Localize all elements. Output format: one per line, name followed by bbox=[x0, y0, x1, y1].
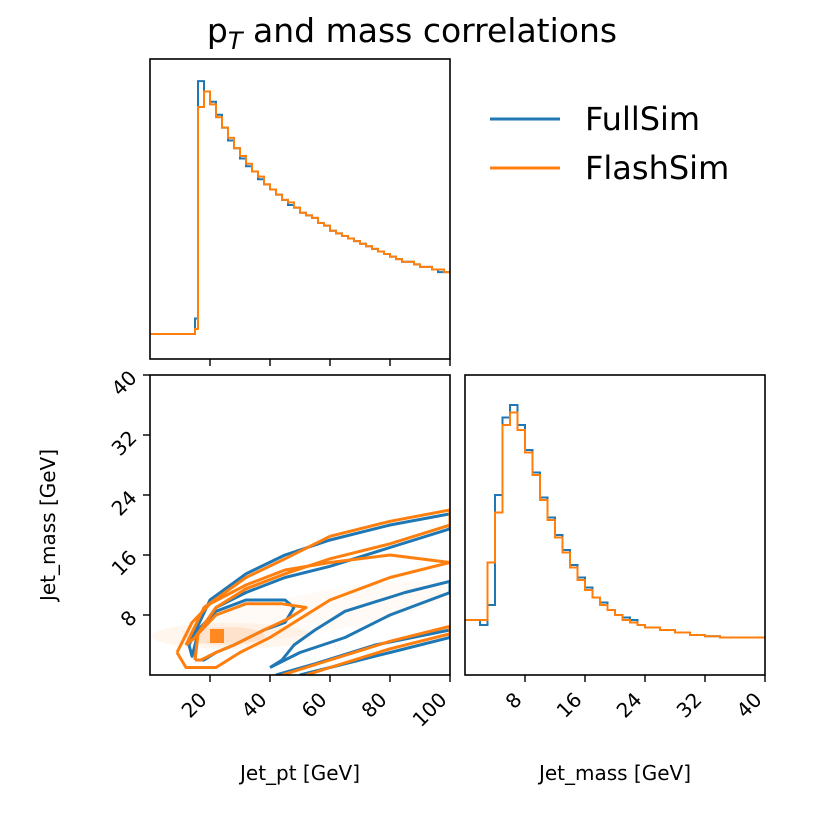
title-subscript: T bbox=[228, 27, 245, 55]
mass-marginal-panel: 8 16 24 32 40 Jet_mass [GeV] bbox=[464, 374, 767, 785]
legend: FullSim FlashSim bbox=[490, 100, 729, 187]
pt-marginal-panel bbox=[149, 58, 451, 366]
mass-xtick-label: 8 bbox=[501, 688, 527, 714]
contour-ytick-label: 16 bbox=[107, 546, 142, 581]
mass-panel-frame bbox=[464, 374, 766, 676]
density-peak bbox=[210, 629, 224, 643]
x-axis-label-pt: Jet_pt [GeV] bbox=[238, 761, 360, 785]
contour-panel-frame bbox=[149, 374, 451, 676]
pt-panel-frame bbox=[149, 58, 451, 360]
pt-panel-ticks bbox=[209, 359, 451, 366]
contour-ytick-label: 32 bbox=[107, 426, 142, 461]
contour-xtick-label: 40 bbox=[237, 688, 272, 723]
pt-mass-contour-panel: 20 40 60 80 100 8 16 24 32 40 Jet_pt [GeV] Jet_ma… bbox=[36, 366, 452, 785]
x-axis-label-mass: Jet_mass [GeV] bbox=[537, 761, 691, 785]
title-p: p bbox=[207, 11, 228, 50]
figure-title: pT and mass correlations bbox=[207, 11, 617, 55]
contour-flashsim-0 bbox=[193, 602, 308, 662]
contour-flashsim-1 bbox=[184, 508, 450, 647]
contour-flashsim-3 bbox=[281, 624, 450, 675]
contour-fullsim-2 bbox=[269, 579, 450, 669]
contour-xtick-label: 100 bbox=[408, 688, 452, 732]
mass-histogram-lines bbox=[465, 404, 765, 639]
legend-label-flashsim: FlashSim bbox=[585, 149, 729, 187]
contour-flashsim-2 bbox=[175, 553, 450, 669]
title-rest: and mass correlations bbox=[243, 11, 618, 50]
contour-ytick-label: 24 bbox=[107, 486, 142, 521]
contour-lines bbox=[175, 508, 450, 675]
mass-series-flashsim bbox=[465, 411, 765, 639]
mass-series-fullsim bbox=[465, 404, 765, 639]
mass-panel-ticks: 8 16 24 32 40 bbox=[501, 675, 767, 723]
pt-series-flashsim bbox=[150, 90, 450, 335]
mass-xtick-label: 32 bbox=[672, 688, 707, 723]
mass-xtick-label: 16 bbox=[552, 688, 587, 723]
legend-label-fullsim: FullSim bbox=[585, 100, 700, 138]
mass-xtick-label: 24 bbox=[612, 688, 647, 723]
pt-histogram-lines bbox=[150, 80, 450, 335]
contour-ytick-label: 40 bbox=[107, 366, 142, 401]
contour-xtick-label: 60 bbox=[297, 688, 332, 723]
contour-panel-ticks: 20 40 60 80 100 8 16 24 32 40 bbox=[107, 366, 452, 732]
y-axis-label-mass: Jet_mass [GeV] bbox=[36, 449, 60, 603]
mass-xtick-label: 40 bbox=[732, 688, 767, 723]
contour-xtick-label: 20 bbox=[177, 688, 212, 723]
contour-ytick-label: 8 bbox=[116, 606, 142, 632]
contour-xtick-label: 80 bbox=[357, 688, 392, 723]
